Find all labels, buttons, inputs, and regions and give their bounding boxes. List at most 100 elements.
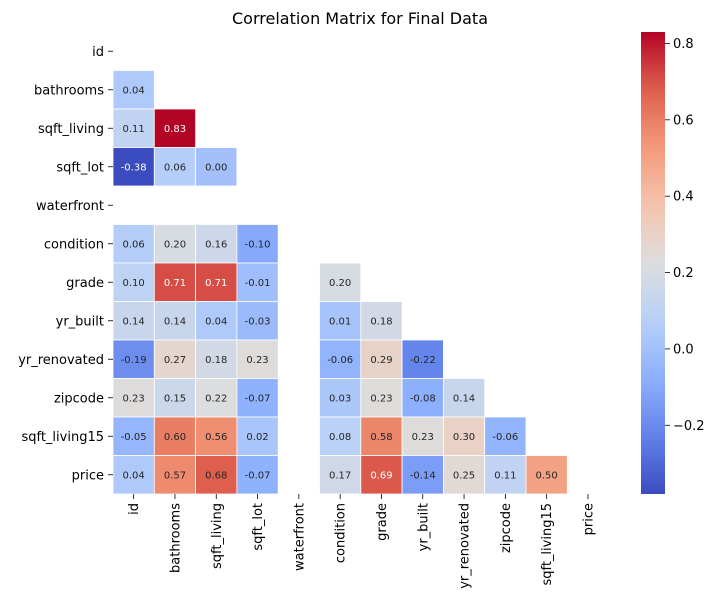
column-labels: id bathrooms sqft_living sqft_lot waterfront… (127, 494, 596, 589)
row-label-price: price (72, 468, 104, 483)
cell-value-condition-bathrooms: 0.20 (164, 239, 186, 250)
cell-yr_built-bathrooms (153, 301, 197, 341)
cell-sqft_living15-id (112, 416, 155, 456)
cell-price-sqft_lot (236, 455, 279, 495)
column-label-grade: grade (375, 503, 390, 541)
cell-price-yr_renovated (442, 455, 486, 495)
colorbar-tick-label: −0.2 (673, 419, 705, 434)
column-label-price: price (581, 503, 596, 535)
cell-value-sqft_lot-bathrooms: 0.06 (164, 162, 186, 173)
row-labels: id bathrooms sqft_living sqft_lot waterfront… (18, 45, 113, 483)
cell-condition-sqft_lot (236, 224, 279, 264)
row-label-sqft_lot: sqft_lot (56, 160, 104, 175)
cell-value-sqft_lot-sqft_living: 0.00 (205, 162, 227, 173)
cell-value-yr_built-grade: 0.18 (370, 316, 392, 327)
cell-value-yr_renovated-condition: -0.06 (327, 355, 353, 366)
column-label-yr_built: yr_built (416, 503, 431, 551)
cell-value-grade-condition: 0.20 (329, 278, 351, 289)
colorbar: −0.2 0.0 0.2 0.4 0.6 0.8 (641, 32, 705, 494)
cell-value-price-sqft_living15: 0.50 (536, 470, 558, 481)
cell-sqft_lot-bathrooms (153, 147, 197, 187)
cell-value-zipcode-condition: 0.03 (329, 393, 351, 404)
column-label-zipcode: zipcode (499, 503, 514, 553)
cell-value-price-yr_built: -0.14 (410, 470, 436, 481)
cell-value-price-sqft_lot: -0.07 (245, 470, 271, 481)
cell-value-yr_renovated-id: -0.19 (121, 355, 147, 366)
cell-value-yr_built-sqft_living: 0.04 (205, 316, 227, 327)
column-label-bathrooms: bathrooms (168, 503, 183, 573)
cell-value-bathrooms-id: 0.04 (123, 85, 145, 96)
cell-price-id (112, 455, 155, 495)
cell-yr_built-grade (360, 301, 403, 341)
cell-sqft_living15-sqft_lot (236, 416, 279, 456)
cell-value-sqft_living15-zipcode: -0.06 (492, 432, 518, 443)
cell-value-yr_renovated-sqft_lot: 0.23 (246, 355, 268, 366)
cell-value-sqft_living15-yr_built: 0.23 (412, 432, 434, 443)
row-label-yr_renovated: yr_renovated (18, 353, 104, 368)
column-label-condition: condition (334, 503, 349, 563)
cell-price-sqft_living15 (525, 455, 568, 495)
colorbar-tick-label: 0.6 (673, 113, 694, 128)
cell-yr_renovated-id (112, 339, 155, 379)
cell-value-yr_built-id: 0.14 (123, 316, 145, 327)
cell-sqft_lot-sqft_living (195, 147, 238, 187)
cell-value-price-bathrooms: 0.57 (164, 470, 186, 481)
column-label-id: id (127, 503, 142, 515)
cell-value-sqft_living15-sqft_lot: 0.02 (246, 432, 268, 443)
cell-value-condition-sqft_lot: -0.10 (245, 239, 271, 250)
cell-zipcode-sqft_living (195, 378, 238, 418)
row-label-sqft_living15: sqft_living15 (21, 430, 104, 445)
colorbar-gradient (641, 32, 665, 494)
cell-yr_built-condition (319, 301, 362, 341)
cell-price-bathrooms (153, 455, 197, 495)
cell-bathrooms-id (112, 70, 155, 110)
cell-price-zipcode (484, 455, 527, 495)
cell-value-grade-sqft_living: 0.71 (205, 278, 227, 289)
cell-grade-bathrooms (153, 262, 197, 302)
column-label-waterfront: waterfront (292, 503, 307, 571)
cell-value-grade-sqft_lot: -0.01 (245, 278, 271, 289)
cell-price-grade (360, 455, 403, 495)
row-label-bathrooms: bathrooms (34, 83, 104, 98)
column-label-sqft_lot: sqft_lot (251, 503, 266, 551)
cell-value-yr_built-sqft_lot: -0.03 (245, 316, 271, 327)
row-label-zipcode: zipcode (54, 391, 104, 406)
cell-value-yr_renovated-bathrooms: 0.27 (164, 355, 186, 366)
row-label-waterfront: waterfront (36, 199, 104, 214)
colorbar-tick-label: 0.8 (673, 37, 694, 52)
cell-value-zipcode-yr_built: -0.08 (410, 393, 436, 404)
cell-sqft_living15-sqft_living (195, 416, 238, 456)
colorbar-tick-label: 0.4 (673, 190, 694, 205)
colorbar-tick-label: 0.2 (673, 266, 694, 281)
cell-value-yr_renovated-sqft_living: 0.18 (205, 355, 227, 366)
cell-value-zipcode-grade: 0.23 (370, 393, 392, 404)
cell-condition-bathrooms (153, 224, 197, 264)
column-label-sqft_living15: sqft_living15 (540, 503, 555, 586)
row-label-id: id (92, 45, 104, 60)
cell-value-grade-bathrooms: 0.71 (164, 278, 186, 289)
cell-grade-sqft_lot (236, 262, 279, 302)
cell-value-sqft_living-id: 0.11 (123, 124, 145, 135)
cell-sqft_living15-yr_built (401, 416, 444, 456)
row-label-yr_built: yr_built (56, 314, 104, 329)
colorbar-tick-label: 0.0 (673, 342, 694, 357)
cell-zipcode-yr_renovated (442, 378, 486, 418)
cell-value-sqft_living15-grade: 0.58 (370, 432, 392, 443)
cell-value-price-sqft_living: 0.68 (205, 470, 227, 481)
cell-value-zipcode-yr_renovated: 0.14 (453, 393, 475, 404)
cell-value-sqft_living15-bathrooms: 0.60 (164, 432, 186, 443)
cell-value-zipcode-id: 0.23 (123, 393, 145, 404)
cell-value-grade-id: 0.10 (123, 278, 145, 289)
row-label-sqft_living: sqft_living (38, 122, 104, 137)
cell-value-sqft_living-bathrooms: 0.83 (164, 124, 186, 135)
cell-yr_renovated-bathrooms (153, 339, 197, 379)
cell-sqft_living-id (112, 108, 155, 148)
cell-value-sqft_living15-yr_renovated: 0.30 (453, 432, 475, 443)
cell-yr_built-sqft_lot (236, 301, 279, 341)
cell-value-yr_renovated-yr_built: -0.22 (410, 355, 436, 366)
cell-value-zipcode-sqft_living: 0.22 (205, 393, 227, 404)
cell-price-sqft_living (195, 455, 238, 495)
cell-value-price-condition: 0.17 (329, 470, 351, 481)
cell-value-price-grade: 0.69 (370, 470, 392, 481)
